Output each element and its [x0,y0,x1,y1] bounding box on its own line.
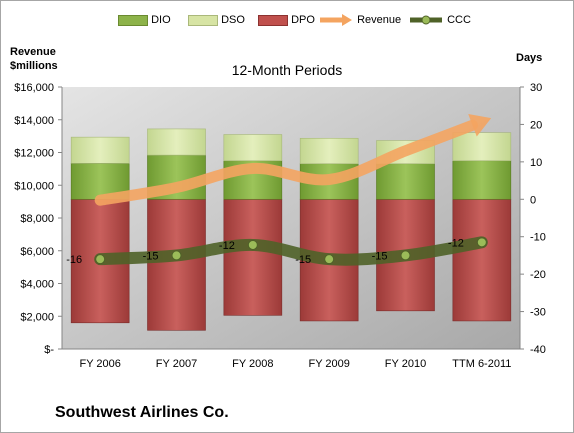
left-tick-label-2: $4,000 [20,279,54,291]
left-tick-label-6: $12,000 [14,148,54,160]
company-name: Southwest Airlines Co. [55,404,229,421]
ccc-label-3: -15 [295,254,311,266]
bar-dso-1 [147,128,206,156]
left-axis-title: Revenue $millions [10,45,58,73]
chart-title: 12-Month Periods [231,62,343,78]
right-tick-label-0: -40 [530,344,546,356]
legend-label-dpo: DPO [291,14,315,26]
ccc-marker-1 [171,250,182,261]
category-label-5: TTM 6-2011 [452,358,511,370]
left-tick-label-7: $14,000 [14,115,54,127]
ccc-marker-4 [400,250,411,261]
legend-label-revenue: Revenue [357,14,402,26]
left-tick-label-4: $8,000 [20,213,54,225]
legend-item-dpo: DPO [258,14,315,26]
legend-item-revenue: Revenue [318,14,402,27]
bar-dpo-1 [147,198,206,331]
legend-label-dso: DSO [221,14,245,26]
ccc-marker-5 [476,237,487,248]
legend-item-dso: DSO [188,14,245,26]
bar-dso-3 [299,137,359,165]
legend-item-dio: DIO [118,14,171,26]
right-tick-label-5: 10 [530,157,542,169]
right-tick-label-4: 0 [530,194,536,206]
ccc-marker-2 [247,239,258,250]
left-tick-label-5: $10,000 [14,180,54,192]
bar-dso-2 [223,134,283,162]
right-tick-label-6: 20 [530,119,542,131]
bar-dpo-5 [452,198,512,322]
category-label-4: FY 2010 [385,358,426,370]
plot-area [62,87,520,349]
legend-swatch-ccc [410,15,442,25]
ccc-label-4: -15 [372,250,388,262]
ccc-marker-3 [324,254,335,265]
right-tick-label-3: -10 [530,232,546,244]
left-tick-label-8: $16,000 [14,82,54,94]
ccc-line [94,236,488,266]
legend-swatch-dso [188,14,218,26]
legend-label-ccc: CCC [447,14,471,26]
bar-dio-4 [376,163,435,200]
bar-dso-5 [452,132,512,162]
category-label-3: FY 2009 [308,358,349,370]
category-label-2: FY 2008 [232,358,273,370]
legend-swatch-dpo [258,14,288,26]
legend-item-ccc: CCC [408,14,471,26]
right-tick-label-7: 30 [530,82,542,94]
left-tick-label-3: $6,000 [20,246,54,258]
left-axis-title-line1: Revenue [10,46,56,58]
category-label-0: FY 2006 [79,358,120,370]
ccc-marker-0 [95,254,106,265]
legend-label-dio: DIO [151,14,171,26]
right-tick-label-1: -30 [530,307,546,319]
ccc-label-1: -15 [143,250,159,262]
right-axis-title: Days [516,52,543,64]
left-axis-title-line2: $millions [10,60,58,72]
bar-dso-0 [70,136,130,164]
ccc-label-2: -12 [219,240,235,252]
right-tick-label-2: -20 [530,269,546,281]
legend-swatch-dio [118,14,148,26]
ccc-label-0: -16 [66,254,82,266]
bar-dpo-2 [223,198,283,316]
bar-dio-5 [452,160,512,200]
ccc-label-5: -12 [448,237,464,249]
left-tick-label-0: $- [44,344,54,356]
category-label-1: FY 2007 [156,358,197,370]
revenue-arrowhead [468,114,492,137]
legend-swatch-revenue [320,14,352,27]
revenue-line [94,119,478,206]
left-tick-label-1: $2,000 [20,311,54,323]
